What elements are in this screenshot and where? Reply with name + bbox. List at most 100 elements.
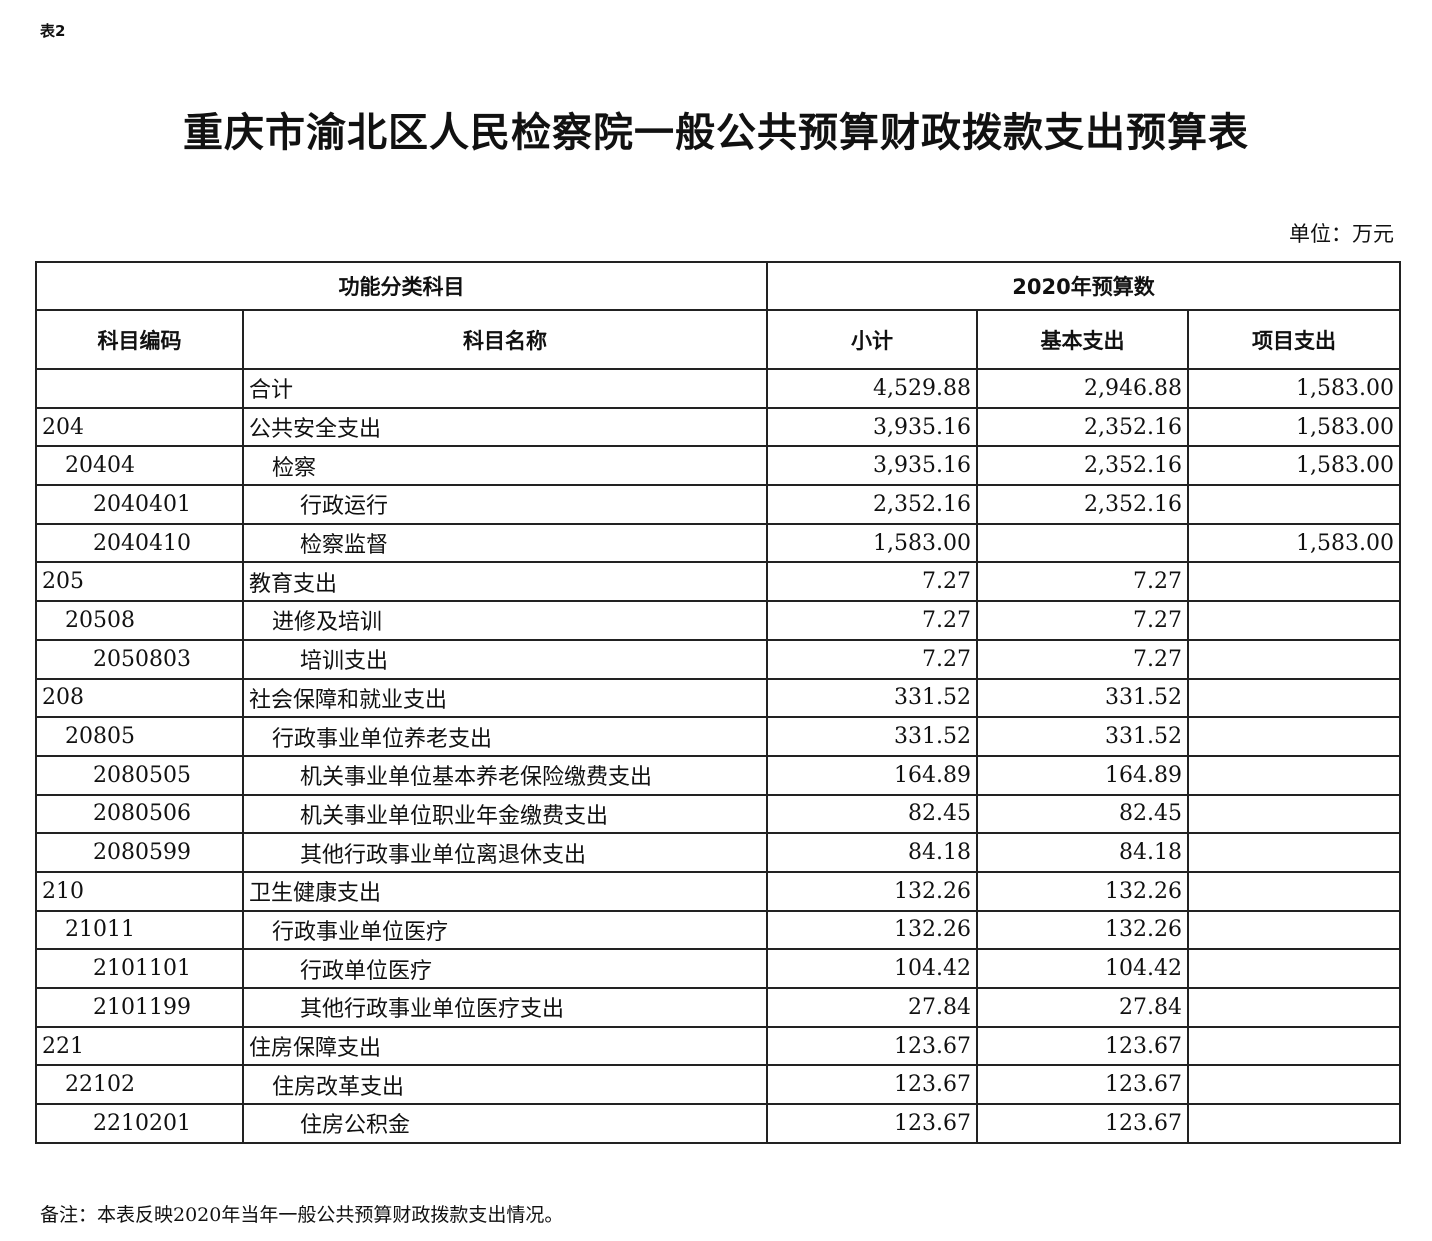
cell-subtotal: 2,352.16 — [766, 484, 978, 525]
cell-name: 机关事业单位职业年金缴费支出 — [242, 793, 768, 835]
cell-name: 住房改革支出 — [242, 1064, 768, 1106]
cell-name: 行政事业单位养老支出 — [242, 716, 768, 757]
cell-subtotal: 27.84 — [766, 987, 978, 1028]
cell-subtotal: 164.89 — [766, 754, 978, 796]
table-row: 221 住房保障支出 123.67 123.67 — [35, 1025, 1401, 1067]
cell-subtotal: 3,935.16 — [766, 406, 978, 448]
cell-project — [1187, 716, 1401, 757]
cell-subtotal: 84.18 — [766, 832, 978, 873]
cell-code: 20508 — [35, 600, 244, 641]
cell-code: 20404 — [35, 445, 244, 487]
cell-subtotal: 3,935.16 — [766, 445, 978, 487]
table-row: 210 卫生健康支出 132.26 132.26 — [35, 870, 1401, 912]
cell-basic: 331.52 — [976, 677, 1189, 719]
unit-label: 单位：万元 — [1289, 222, 1394, 246]
header-subtotal: 小计 — [766, 309, 978, 370]
cell-name: 其他行政事业单位离退休支出 — [242, 832, 768, 873]
budget-table: 功能分类科目 2020年预算数 科目编码 科目名称 小计 基本支出 项目支出 合… — [35, 261, 1401, 1144]
page-title: 重庆市渝北区人民检察院一般公共预算财政拨款支出预算表 — [183, 110, 1249, 156]
cell-project: 1,583.00 — [1187, 368, 1401, 409]
cell-basic: 27.84 — [976, 987, 1189, 1028]
table-row: 2080506 机关事业单位职业年金缴费支出 82.45 82.45 — [35, 793, 1401, 835]
cell-subtotal: 331.52 — [766, 716, 978, 757]
table-row: 2080599 其他行政事业单位离退休支出 84.18 84.18 — [35, 832, 1401, 873]
cell-name: 其他行政事业单位医疗支出 — [242, 987, 768, 1028]
cell-project — [1187, 484, 1401, 525]
cell-project — [1187, 909, 1401, 951]
cell-subtotal: 132.26 — [766, 870, 978, 912]
cell-name: 进修及培训 — [242, 600, 768, 641]
table-row: 22102 住房改革支出 123.67 123.67 — [35, 1064, 1401, 1106]
cell-project — [1187, 793, 1401, 835]
cell-name: 住房公积金 — [242, 1103, 768, 1144]
cell-basic: 2,946.88 — [976, 368, 1189, 409]
cell-name: 培训支出 — [242, 638, 768, 680]
cell-code: 2080505 — [35, 754, 244, 796]
cell-code: 2210201 — [35, 1103, 244, 1144]
cell-code: 2040401 — [35, 484, 244, 525]
cell-subtotal: 123.67 — [766, 1025, 978, 1067]
cell-subtotal: 4,529.88 — [766, 368, 978, 409]
cell-basic: 2,352.16 — [976, 484, 1189, 525]
cell-code: 221 — [35, 1025, 244, 1067]
cell-basic: 123.67 — [976, 1064, 1189, 1106]
table-row: 21011 行政事业单位医疗 132.26 132.26 — [35, 909, 1401, 951]
cell-project — [1187, 600, 1401, 641]
cell-code: 2080599 — [35, 832, 244, 873]
cell-name: 检察监督 — [242, 522, 768, 564]
cell-code: 204 — [35, 406, 244, 448]
footnote: 备注：本表反映2020年当年一般公共预算财政拨款支出情况。 — [40, 1204, 564, 1226]
cell-project — [1187, 754, 1401, 796]
cell-subtotal: 132.26 — [766, 909, 978, 951]
cell-code: 2040410 — [35, 522, 244, 564]
table-row: 20508 进修及培训 7.27 7.27 — [35, 600, 1401, 641]
cell-basic: 7.27 — [976, 600, 1189, 641]
cell-subtotal: 7.27 — [766, 600, 978, 641]
cell-name: 卫生健康支出 — [242, 870, 768, 912]
cell-subtotal: 82.45 — [766, 793, 978, 835]
cell-name: 行政事业单位医疗 — [242, 909, 768, 951]
cell-subtotal: 7.27 — [766, 561, 978, 603]
cell-name: 行政运行 — [242, 484, 768, 525]
cell-basic: 164.89 — [976, 754, 1189, 796]
cell-project: 1,583.00 — [1187, 522, 1401, 564]
header-code: 科目编码 — [35, 309, 244, 370]
header-project: 项目支出 — [1187, 309, 1401, 370]
table-row: 2080505 机关事业单位基本养老保险缴费支出 164.89 164.89 — [35, 754, 1401, 796]
cell-basic: 132.26 — [976, 909, 1189, 951]
table-row: 20805 行政事业单位养老支出 331.52 331.52 — [35, 716, 1401, 757]
cell-project — [1187, 1103, 1401, 1144]
cell-basic: 104.42 — [976, 948, 1189, 989]
cell-code: 2050803 — [35, 638, 244, 680]
cell-name: 住房保障支出 — [242, 1025, 768, 1067]
cell-code: 2101199 — [35, 987, 244, 1028]
cell-subtotal: 104.42 — [766, 948, 978, 989]
cell-basic: 123.67 — [976, 1025, 1189, 1067]
cell-project: 1,583.00 — [1187, 445, 1401, 487]
cell-code: 2080506 — [35, 793, 244, 835]
cell-name: 行政单位医疗 — [242, 948, 768, 989]
cell-code: 21011 — [35, 909, 244, 951]
cell-code: 210 — [35, 870, 244, 912]
cell-basic: 132.26 — [976, 870, 1189, 912]
table-row: 204 公共安全支出 3,935.16 2,352.16 1,583.00 — [35, 406, 1401, 448]
cell-project — [1187, 638, 1401, 680]
cell-project — [1187, 987, 1401, 1028]
cell-name: 机关事业单位基本养老保险缴费支出 — [242, 754, 768, 796]
cell-basic: 123.67 — [976, 1103, 1189, 1144]
cell-basic: 2,352.16 — [976, 406, 1189, 448]
cell-basic: 7.27 — [976, 638, 1189, 680]
table-row: 20404 检察 3,935.16 2,352.16 1,583.00 — [35, 445, 1401, 487]
cell-code: 208 — [35, 677, 244, 719]
cell-basic: 7.27 — [976, 561, 1189, 603]
cell-project: 1,583.00 — [1187, 406, 1401, 448]
cell-project — [1187, 948, 1401, 989]
cell-basic: 82.45 — [976, 793, 1189, 835]
table-row: 2101199 其他行政事业单位医疗支出 27.84 27.84 — [35, 987, 1401, 1028]
table-row: 合计 4,529.88 2,946.88 1,583.00 — [35, 368, 1401, 409]
header-budget-2020: 2020年预算数 — [766, 261, 1401, 311]
table-row: 2040401 行政运行 2,352.16 2,352.16 — [35, 484, 1401, 525]
cell-basic: 2,352.16 — [976, 445, 1189, 487]
cell-name: 检察 — [242, 445, 768, 487]
table-row: 2040410 检察监督 1,583.00 1,583.00 — [35, 522, 1401, 564]
